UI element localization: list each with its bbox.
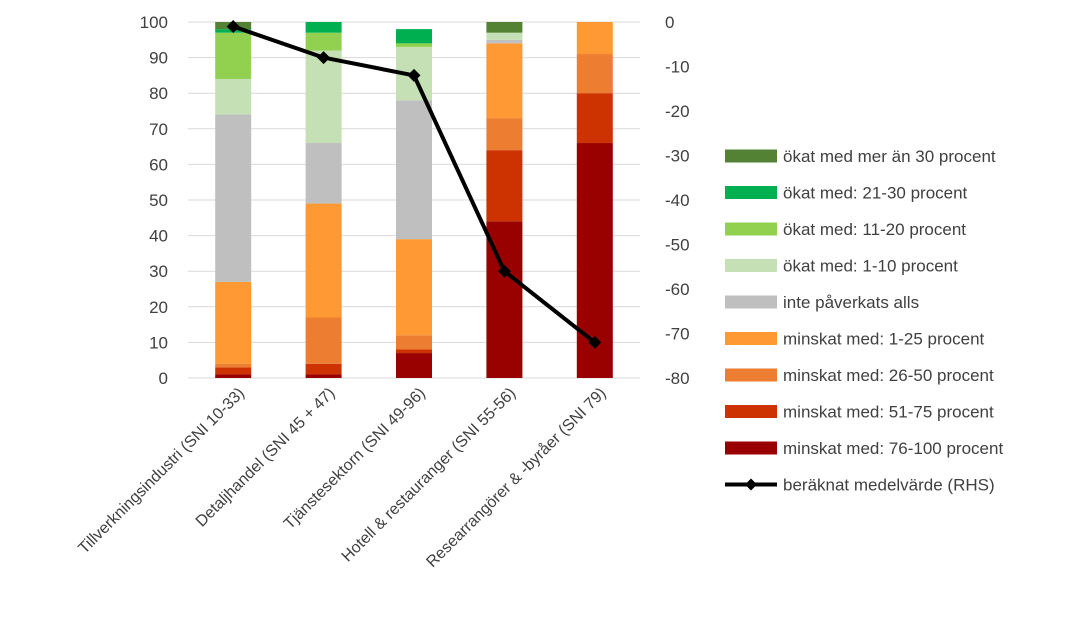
legend-label: ökat med: 21-30 procent [783,184,968,203]
y-tick-label-left: 60 [149,155,168,174]
bar-segment [486,22,523,33]
legend-swatch [725,186,777,199]
y-tick-label-right: -50 [665,236,690,255]
y-tick-label-left: 70 [149,120,168,139]
legend-label: beräknat medelvärde (RHS) [783,476,995,495]
y-tick-label-right: -20 [665,102,690,121]
bar-segment [486,118,523,151]
bar-segment [215,281,252,364]
y-tick-label-right: -30 [665,147,690,166]
bar-segment [396,349,432,354]
y-tick-label-left: 40 [149,227,168,246]
y-tick-label-left: 90 [149,49,168,68]
bar-segment [305,32,342,51]
bar-segment [396,43,432,47]
y-tick-label-left: 100 [140,13,168,32]
legend-label: minskat med: 1-25 procent [783,330,985,349]
average-line-marker [317,51,331,65]
x-category-label: Tillverkningsindustri (SNI 10-33) [75,385,248,558]
y-tick-label-left: 80 [149,84,168,103]
legend-line-marker [745,478,757,491]
bar-segment [305,50,342,144]
legend-label: ökat med mer än 30 procent [783,147,996,166]
bar-segment [576,93,613,144]
bar-segment [215,114,252,282]
y-tick-label-right: -10 [665,58,690,77]
legend-swatch [725,259,777,272]
bar-segment [215,78,252,115]
average-line-marker [407,68,421,82]
bar-segment [486,43,523,119]
legend-label: minskat med: 51-75 procent [783,403,994,422]
average-line-marker [226,19,240,33]
legend-swatch [725,441,777,455]
y-tick-label-left: 30 [149,262,168,281]
bar-segment [396,100,432,240]
bar-segment [215,374,252,378]
legend-swatch [725,405,777,418]
bar-segment [305,317,342,364]
bar-segment [305,374,342,378]
y-tick-label-left: 10 [149,333,168,352]
bar-segment [215,32,252,79]
bar-segment [486,150,523,222]
bar-segment [305,363,342,375]
bar-segment [305,143,342,204]
bar-segment [486,39,523,44]
y-tick-label-left: 0 [159,369,168,388]
y-tick-label-right: -80 [665,369,690,388]
y-tick-label-right: 0 [665,13,674,32]
y-axis-left: 0 10 20 30 40 50 60 70 80 90 100 [140,13,168,388]
y-axis-right: 0 -10 -20 -30 -40 -50 -60 -70 -80 [665,13,690,388]
bar-segment [576,54,613,94]
bar-segment [215,363,252,368]
bar-segment [396,239,432,336]
legend-label: minskat med: 76-100 procent [783,439,1003,458]
bar-segment [215,367,252,375]
y-tick-label-right: -40 [665,191,690,210]
y-tick-label-right: -60 [665,280,690,299]
bar-segment [305,22,342,33]
bar-segment [305,203,342,318]
y-tick-label-right: -70 [665,325,690,344]
bar-segment [486,32,523,40]
y-tick-label-left: 50 [149,191,168,210]
legend-swatch [725,332,777,345]
legend-label: minskat med: 26-50 procent [783,366,994,385]
legend-label: ökat med: 11-20 procent [783,220,966,239]
average-line-marker [497,264,511,278]
legend-label: ökat med: 1-10 procent [783,257,958,276]
legend-swatch [725,149,777,163]
x-category-label: Researrangörer & -byråer (SNI 79) [423,384,610,571]
x-category-label: Hotell & restauranger (SNI 55-56) [339,385,520,566]
legend-label: inte påverkats alls [783,293,919,312]
bar-segment [576,22,613,55]
y-tick-label-left: 20 [149,298,168,317]
legend-swatch [725,368,777,382]
average-line [226,19,602,349]
legend-swatch [725,222,777,236]
bar-segment [396,29,432,44]
bar-segment [396,353,432,378]
legend-swatch [725,295,777,309]
x-axis: Tillverkningsindustri (SNI 10-33)Detaljh… [75,384,609,571]
bar-segment [396,335,432,350]
legend: ökat med mer än 30 procent ökat med: 21-3… [725,147,1003,495]
average-line-marker [588,335,602,349]
